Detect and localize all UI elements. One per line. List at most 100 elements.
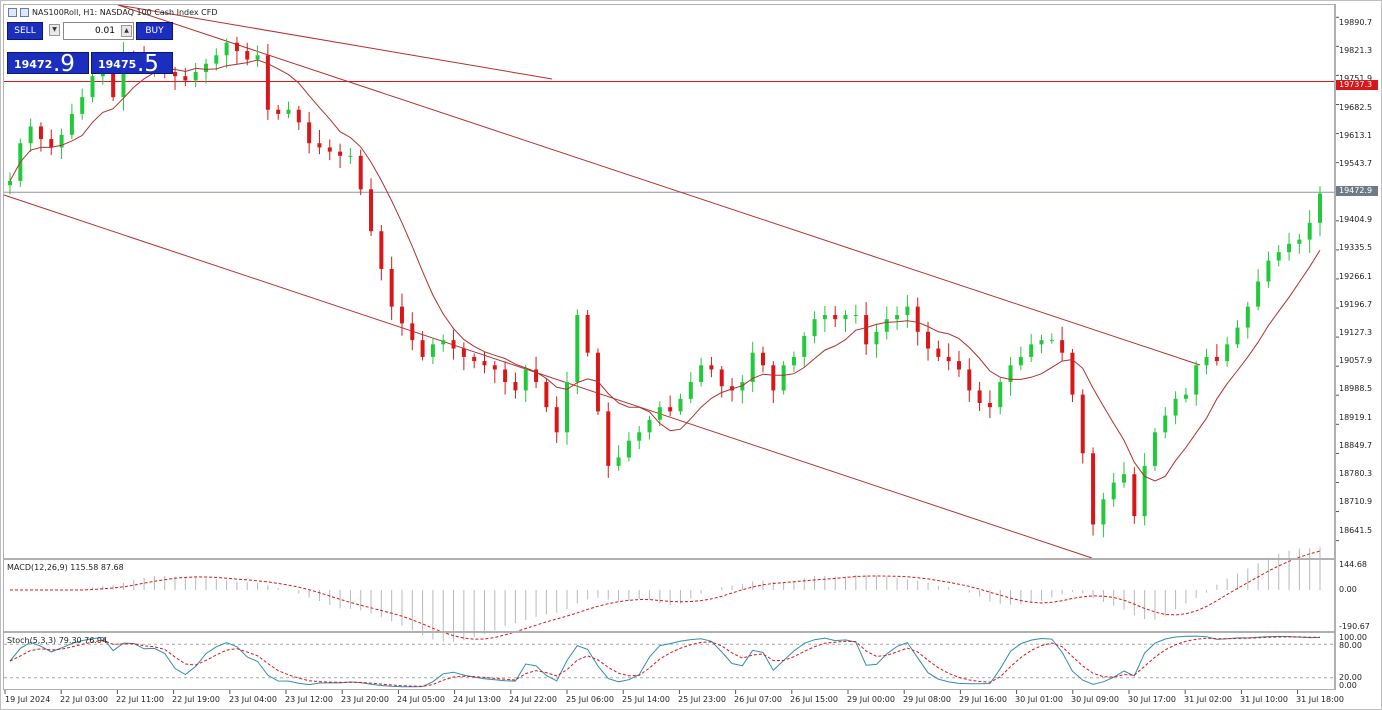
chart-title: NAS100Roll, H1: NASDAQ 100 Cash Index CF… <box>32 8 218 17</box>
price-label: 19543.7 <box>1339 159 1373 168</box>
sell-button[interactable]: SELL <box>7 22 43 40</box>
candle-body <box>1060 340 1065 353</box>
candle-body <box>781 365 786 391</box>
price-label: 19751.9 <box>1339 74 1373 83</box>
candle-body <box>59 134 64 148</box>
candle-body <box>245 51 250 60</box>
time-label: 24 Jul 05:00 <box>397 695 445 704</box>
channel-line-bottom <box>3 194 1093 559</box>
stoch-axis-label: 100.00 <box>1339 633 1367 642</box>
candle-body <box>575 315 580 383</box>
buy-button[interactable]: BUY <box>136 22 173 40</box>
candle-body <box>565 382 570 433</box>
candle-body <box>946 356 951 362</box>
time-label: 22 Jul 19:00 <box>172 695 220 704</box>
price-label: 18641.5 <box>1339 526 1373 535</box>
candle-body <box>668 407 673 412</box>
macd-axis-label: 0.00 <box>1339 585 1357 594</box>
candle-body <box>822 315 827 320</box>
time-label: 25 Jul 06:00 <box>566 695 614 704</box>
main-price-pane[interactable] <box>3 4 1335 559</box>
candle-body <box>853 315 858 317</box>
candle-body <box>234 42 239 52</box>
candle-body <box>1029 344 1034 357</box>
candle-body <box>616 457 621 466</box>
candle-body <box>987 402 992 408</box>
candle-body <box>327 147 332 152</box>
candle-body <box>503 369 508 383</box>
time-label: 31 Jul 02:00 <box>1184 695 1232 704</box>
candle-body <box>286 109 291 114</box>
candle-body <box>379 231 384 269</box>
window-restore-icon[interactable] <box>20 8 29 17</box>
candle-body <box>1142 465 1147 517</box>
price-label: 19335.5 <box>1339 243 1373 252</box>
candle-body <box>657 407 662 420</box>
candle-body <box>1225 344 1230 362</box>
resistance-price-tag: 19737.3 <box>1336 80 1378 90</box>
time-label: 25 Jul 23:00 <box>678 695 726 704</box>
stoch-main-line <box>9 635 1321 688</box>
candle-body <box>1122 474 1127 483</box>
candle-body <box>626 440 631 458</box>
stoch-axis-label: 80.00 <box>1339 641 1362 650</box>
candle-body <box>1214 356 1219 362</box>
candle-body <box>513 382 518 391</box>
stoch-signal-line <box>9 636 1321 687</box>
candle-body <box>884 319 889 332</box>
candle-body <box>791 356 796 366</box>
candle-body <box>276 109 281 114</box>
time-label: 22 Jul 11:00 <box>116 695 164 704</box>
stoch-axis-label: 0.00 <box>1339 681 1357 690</box>
candle-body <box>833 315 838 320</box>
candle-body <box>1173 398 1178 416</box>
time-label: 19 Jul 2024 <box>5 695 51 704</box>
candle-body <box>1235 327 1240 345</box>
time-label: 24 Jul 22:00 <box>509 695 557 704</box>
candle-body <box>358 155 363 190</box>
lot-increase-icon[interactable]: ▲ <box>121 25 132 37</box>
candle-body <box>1049 340 1054 342</box>
price-label: 18988.5 <box>1339 384 1373 393</box>
candle-body <box>977 390 982 403</box>
candle-body <box>967 369 972 391</box>
candle-body <box>936 348 941 357</box>
candle-body <box>1266 260 1271 282</box>
macd-axis-label: -190.67 <box>1339 622 1370 631</box>
candle-body <box>410 323 415 341</box>
time-label: 30 Jul 01:00 <box>1015 695 1063 704</box>
bid-price-tag: 19472.9 <box>1336 186 1378 196</box>
candle-body <box>956 361 961 370</box>
candle-body <box>1163 415 1168 433</box>
candle-body <box>688 382 693 399</box>
macd-pane[interactable] <box>3 559 1335 632</box>
candle-body <box>214 55 219 64</box>
candle-body <box>1091 453 1096 525</box>
time-label: 23 Jul 20:00 <box>341 695 389 704</box>
price-label: 19127.3 <box>1339 328 1373 337</box>
candle-body <box>183 76 188 81</box>
time-label: 30 Jul 09:00 <box>1071 695 1119 704</box>
candle-body <box>544 382 549 408</box>
candle-body <box>461 348 466 357</box>
macd-signal-line <box>10 550 1321 640</box>
sell-price-box[interactable]: 19472 .9 <box>7 51 89 77</box>
moving-average-line <box>9 59 1321 482</box>
candle-body <box>699 365 704 383</box>
candle-body <box>730 386 735 391</box>
candle-body <box>369 189 374 232</box>
price-axis <box>1335 4 1382 690</box>
candle-body <box>523 369 528 391</box>
candle-body <box>296 109 301 123</box>
lot-decrease-icon[interactable]: ▼ <box>49 24 60 36</box>
lot-size-input[interactable]: 0.01 ▲ <box>63 22 134 40</box>
time-label: 23 Jul 12:00 <box>285 695 333 704</box>
time-label: 24 Jul 13:00 <box>453 695 501 704</box>
candle-body <box>49 139 54 148</box>
time-label: 29 Jul 00:00 <box>847 695 895 704</box>
stochastic-pane[interactable] <box>3 632 1335 690</box>
candle-body <box>38 126 43 140</box>
candle-body <box>678 398 683 412</box>
buy-price-box[interactable]: 19475 .5 <box>91 51 173 77</box>
